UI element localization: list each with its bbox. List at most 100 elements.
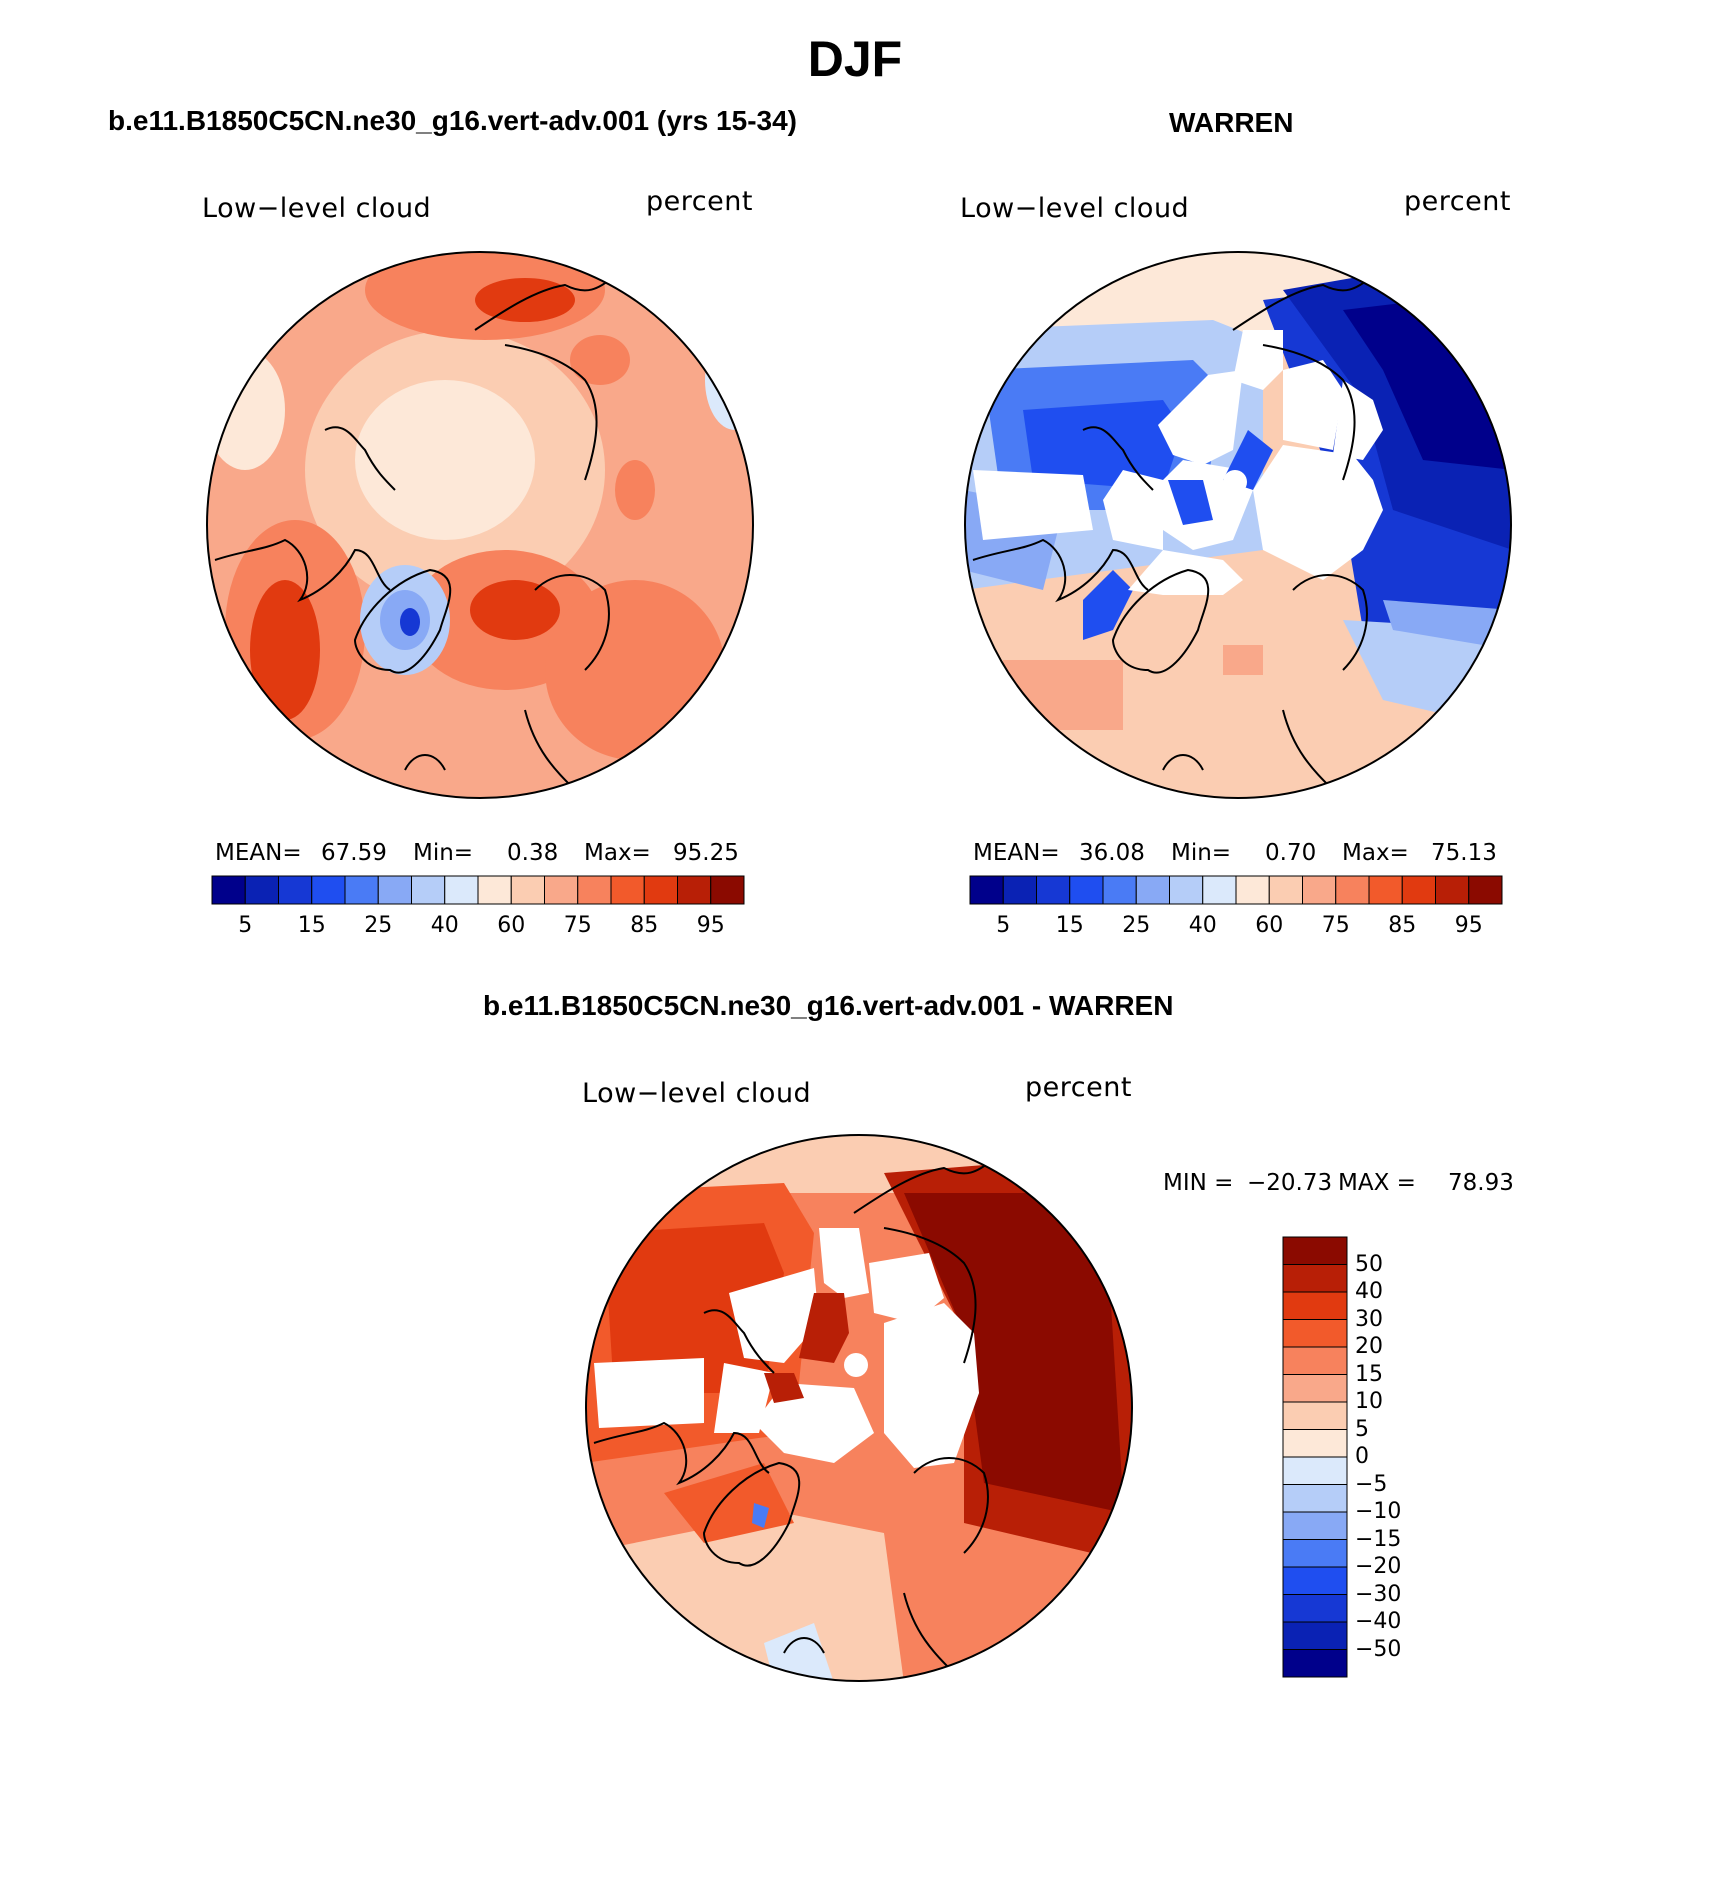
panel-diff-colorbar-swatch bbox=[1282, 1346, 1348, 1375]
panel-obs-min: 0.70 bbox=[1265, 840, 1317, 866]
panel-obs-colorbar-swatch bbox=[1335, 875, 1370, 905]
panel-obs-units: percent bbox=[1404, 186, 1511, 217]
panel-obs-colorbar-tick-label: 25 bbox=[1122, 913, 1151, 938]
panel-model-colorbar-swatch bbox=[444, 875, 479, 905]
panel-diff-colorbar-tick-label: 15 bbox=[1355, 1361, 1383, 1387]
panel-obs-colorbar-swatch bbox=[1036, 875, 1071, 905]
panel-diff-max: 78.93 bbox=[1448, 1170, 1514, 1196]
panel-diff-colorbar-tick-label: −40 bbox=[1355, 1609, 1402, 1634]
panel-diff-colorbar-tick-label: 20 bbox=[1355, 1334, 1383, 1359]
panel-obs-colorbar-tick-label: 15 bbox=[1055, 913, 1084, 938]
panel-diff-colorbar-swatch bbox=[1282, 1511, 1348, 1540]
panel-model-colorbar-swatch bbox=[311, 875, 346, 905]
panel-model-colorbar-tick-label: 95 bbox=[696, 913, 725, 938]
panel-diff-max-label: MAX = bbox=[1338, 1170, 1416, 1196]
panel-diff-colorbar-swatch bbox=[1282, 1291, 1348, 1320]
panel-obs-colorbar-tick-label: 40 bbox=[1188, 913, 1217, 938]
panel-obs-max: 75.13 bbox=[1431, 840, 1497, 866]
panel-obs-variable: Low−level cloud bbox=[960, 193, 1190, 224]
panel-model-colorbar-tick-label: 40 bbox=[430, 913, 459, 938]
panel-diff-min: −20.73 bbox=[1247, 1170, 1333, 1196]
panel-model-variable: Low−level cloud bbox=[202, 193, 432, 224]
panel-diff-colorbar-swatch bbox=[1282, 1429, 1348, 1458]
panel-obs-mean-label: MEAN= bbox=[973, 840, 1060, 866]
main-title: DJF bbox=[807, 31, 903, 87]
panel-model-colorbar-swatch bbox=[544, 875, 579, 905]
panel-diff-colorbar-swatch bbox=[1282, 1484, 1348, 1513]
panel-model-mean: 67.59 bbox=[321, 840, 387, 866]
panel-model-colorbar-tick-label: 15 bbox=[297, 913, 326, 938]
panel-model-colorbar-swatch bbox=[244, 875, 279, 905]
panel-diff-colorbar-swatch bbox=[1282, 1456, 1348, 1485]
panel-obs-colorbar-tick-label: 5 bbox=[996, 913, 1011, 938]
panel-model-min: 0.38 bbox=[507, 840, 559, 866]
panel-diff-colorbar-swatch bbox=[1282, 1621, 1348, 1650]
panel-obs-colorbar-swatch bbox=[1202, 875, 1237, 905]
panel-diff-colorbar bbox=[1282, 1236, 1348, 1678]
panel-obs-colorbar-swatch bbox=[1268, 875, 1303, 905]
panel-model-colorbar-tick-label: 60 bbox=[497, 913, 526, 938]
panel-diff-colorbar-tick-label: 40 bbox=[1355, 1279, 1383, 1304]
panel-obs-colorbar-tick-label: 85 bbox=[1388, 913, 1417, 938]
panel-obs-map bbox=[964, 251, 1512, 799]
panel-model-colorbar-swatch bbox=[710, 875, 745, 905]
panel-model-colorbar-swatch bbox=[344, 875, 379, 905]
panel-obs-colorbar-swatch bbox=[1102, 875, 1137, 905]
panel-obs-colorbar-swatch bbox=[1235, 875, 1270, 905]
panel-model-colorbar-swatch bbox=[411, 875, 446, 905]
panel-model-colorbar-tick-label: 85 bbox=[630, 913, 659, 938]
panel-diff-colorbar-tick-label: 30 bbox=[1355, 1306, 1383, 1332]
panel-obs-colorbar-swatch bbox=[1069, 875, 1104, 905]
panel-model-units: percent bbox=[646, 186, 753, 217]
panel-obs-colorbar bbox=[969, 875, 1503, 905]
panel-model-max-label: Max= bbox=[584, 840, 651, 866]
panel-model-colorbar-swatch bbox=[677, 875, 712, 905]
panel-obs-colorbar-tick-label: 75 bbox=[1321, 913, 1350, 938]
panel-obs-colorbar-swatch bbox=[1002, 875, 1037, 905]
panel-model-heading: b.e11.B1850C5CN.ne30_g16.vert-adv.001 (y… bbox=[108, 105, 797, 136]
panel-diff-colorbar-swatch bbox=[1282, 1539, 1348, 1568]
panel-obs-colorbar-swatch bbox=[1135, 875, 1170, 905]
panel-diff-colorbar-tick-label: −10 bbox=[1355, 1499, 1402, 1524]
panel-model-colorbar-swatch bbox=[510, 875, 545, 905]
panel-diff-colorbar-swatch bbox=[1282, 1319, 1348, 1348]
panel-obs-min-label: Min= bbox=[1171, 840, 1232, 866]
panel-diff-colorbar-tick-label: 10 bbox=[1355, 1389, 1383, 1414]
panel-obs-colorbar-swatch bbox=[969, 875, 1004, 905]
panel-model-colorbar-tick-label: 5 bbox=[238, 913, 253, 938]
panel-model-colorbar-swatch bbox=[377, 875, 412, 905]
panel-diff-colorbar-swatch bbox=[1282, 1566, 1348, 1595]
panel-obs-colorbar-tick-label: 95 bbox=[1454, 913, 1483, 938]
panel-model-mean-label: MEAN= bbox=[215, 840, 302, 866]
panel-diff-units: percent bbox=[1025, 1072, 1132, 1103]
panel-diff-colorbar-swatch bbox=[1282, 1374, 1348, 1403]
panel-diff-colorbar-tick-label: −5 bbox=[1355, 1471, 1388, 1497]
panel-model-colorbar-swatch bbox=[643, 875, 678, 905]
panel-obs-max-label: Max= bbox=[1342, 840, 1409, 866]
panel-model-colorbar bbox=[211, 875, 745, 905]
panel-diff-colorbar-tick-label: 0 bbox=[1355, 1444, 1369, 1469]
panel-model-colorbar-swatch bbox=[211, 875, 246, 905]
panel-diff-colorbar-tick-label: −15 bbox=[1355, 1526, 1402, 1552]
panel-obs-colorbar-swatch bbox=[1302, 875, 1337, 905]
panel-diff-colorbar-tick-label: −30 bbox=[1355, 1581, 1402, 1607]
panel-obs-colorbar-swatch bbox=[1169, 875, 1204, 905]
panel-model-max: 95.25 bbox=[673, 840, 739, 866]
panel-diff-map bbox=[585, 1134, 1133, 1682]
panel-obs-colorbar-swatch bbox=[1435, 875, 1470, 905]
panel-model-colorbar-swatch bbox=[278, 875, 313, 905]
panel-diff-colorbar-swatch bbox=[1282, 1594, 1348, 1623]
panel-model-colorbar-swatch bbox=[477, 875, 512, 905]
panel-obs-colorbar-tick-label: 60 bbox=[1255, 913, 1284, 938]
panel-diff-colorbar-tick-label: 5 bbox=[1355, 1416, 1369, 1442]
panel-diff-colorbar-swatch bbox=[1282, 1264, 1348, 1293]
panel-model-colorbar-swatch bbox=[610, 875, 645, 905]
panel-diff-colorbar-tick-label: 50 bbox=[1355, 1251, 1383, 1277]
panel-diff-colorbar-tick-label: −20 bbox=[1355, 1554, 1402, 1579]
panel-obs-colorbar-swatch bbox=[1368, 875, 1403, 905]
panel-obs-mean: 36.08 bbox=[1079, 840, 1145, 866]
panel-diff-colorbar-tick-label: −50 bbox=[1355, 1636, 1402, 1662]
panel-model-colorbar-tick-label: 25 bbox=[364, 913, 393, 938]
panel-obs-heading: WARREN bbox=[1169, 107, 1294, 138]
panel-model-min-label: Min= bbox=[413, 840, 474, 866]
